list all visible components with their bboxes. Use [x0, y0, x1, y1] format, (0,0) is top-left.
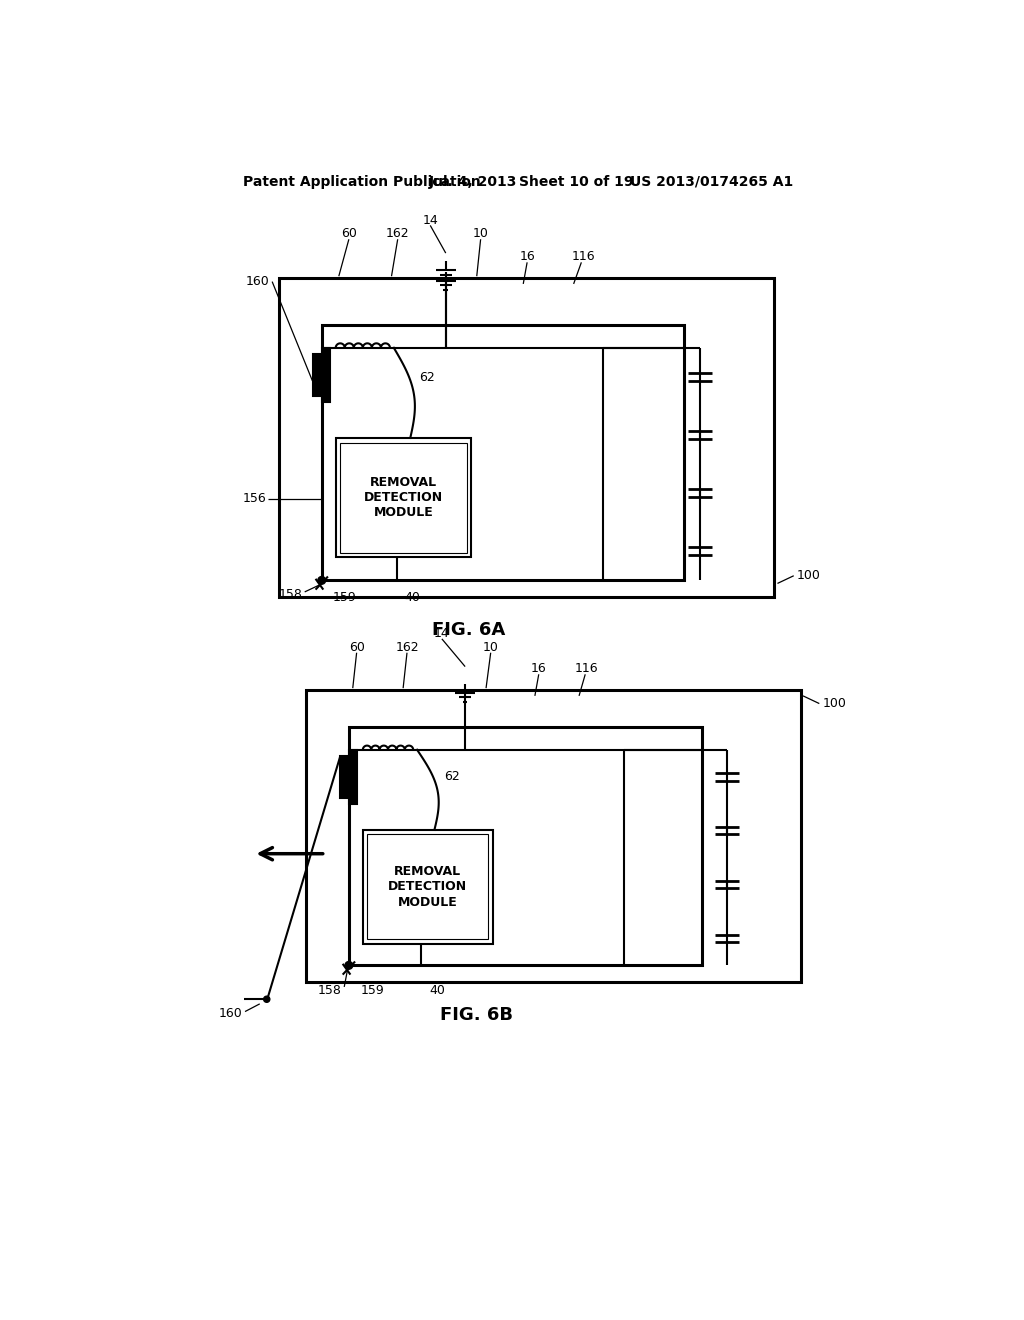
Text: 162: 162	[395, 640, 419, 653]
Text: 158: 158	[317, 983, 341, 997]
Bar	[313, 354, 322, 396]
Circle shape	[345, 961, 352, 969]
Text: FIG. 6B: FIG. 6B	[440, 1006, 513, 1023]
Text: DETECTION: DETECTION	[388, 880, 468, 894]
Text: 40: 40	[404, 591, 421, 603]
Bar	[280, 277, 773, 598]
Text: 159: 159	[333, 591, 356, 603]
Bar	[306, 689, 801, 982]
Circle shape	[263, 997, 270, 1002]
Bar	[336, 438, 471, 557]
Text: REMOVAL: REMOVAL	[370, 475, 437, 488]
Bar	[349, 750, 356, 804]
Text: 14: 14	[434, 627, 450, 640]
Text: MODULE: MODULE	[374, 507, 433, 520]
Text: 156: 156	[243, 492, 266, 506]
Text: 62: 62	[444, 770, 460, 783]
Bar	[322, 325, 684, 581]
Text: 159: 159	[360, 983, 384, 997]
Text: REMOVAL: REMOVAL	[394, 865, 462, 878]
Text: Sheet 10 of 19: Sheet 10 of 19	[518, 174, 633, 189]
Text: 158: 158	[279, 587, 302, 601]
Text: 60: 60	[349, 640, 365, 653]
Bar	[340, 442, 467, 553]
Text: 100: 100	[822, 697, 846, 710]
Text: 16: 16	[519, 249, 535, 263]
Text: Patent Application Publication: Patent Application Publication	[243, 174, 480, 189]
Text: 16: 16	[530, 661, 547, 675]
Text: DETECTION: DETECTION	[364, 491, 443, 504]
Text: 10: 10	[482, 640, 499, 653]
Text: 40: 40	[429, 983, 445, 997]
Text: 14: 14	[422, 214, 438, 227]
Bar	[362, 830, 493, 944]
Text: 160: 160	[218, 1007, 242, 1020]
Text: 10: 10	[473, 227, 488, 240]
Text: 116: 116	[575, 661, 599, 675]
Text: 62: 62	[420, 371, 435, 384]
Text: 162: 162	[386, 227, 410, 240]
Bar	[322, 348, 330, 401]
Text: FIG. 6A: FIG. 6A	[432, 620, 506, 639]
Text: 116: 116	[571, 249, 596, 263]
Text: MODULE: MODULE	[398, 896, 458, 908]
Text: 160: 160	[246, 275, 270, 288]
Text: 100: 100	[797, 569, 820, 582]
Bar	[368, 834, 488, 940]
Text: 60: 60	[341, 227, 356, 240]
Bar	[349, 726, 701, 965]
Text: Jul. 4, 2013: Jul. 4, 2013	[429, 174, 517, 189]
Circle shape	[317, 577, 326, 585]
Bar	[340, 756, 349, 797]
Text: US 2013/0174265 A1: US 2013/0174265 A1	[630, 174, 794, 189]
